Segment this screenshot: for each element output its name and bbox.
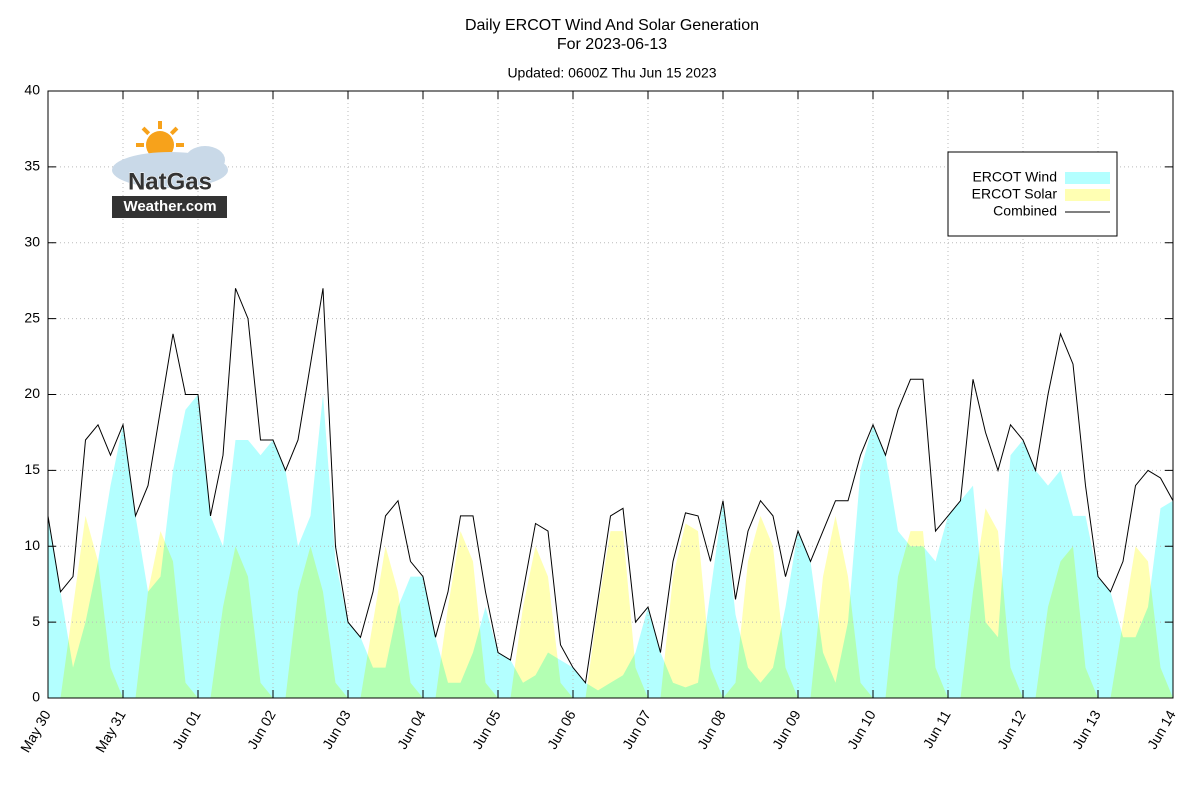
y-tick-label: 10	[24, 537, 40, 553]
plot-frame	[47, 90, 1174, 699]
logo-ray	[169, 126, 179, 136]
logo-sun	[146, 131, 174, 159]
logo-cloud	[185, 146, 225, 174]
chart-title: Daily ERCOT Wind And Solar Generation	[465, 17, 759, 34]
line-2	[47, 288, 1174, 684]
update-note: Updated: 0600Z Thu Jun 15 2023	[507, 65, 716, 81]
chart-subtitle: For 2023-06-13	[557, 36, 667, 53]
y-tick-label: 0	[32, 689, 40, 705]
legend-label: ERCOT Solar	[972, 186, 1058, 202]
legend-swatch	[1065, 172, 1110, 184]
logo-text: NatGas	[128, 168, 212, 195]
y-tick-label: 25	[24, 309, 40, 325]
area-0	[48, 394, 1173, 698]
y-tick-label: 15	[24, 461, 40, 477]
legend-label: Combined	[993, 203, 1057, 219]
y-tick-label: 5	[32, 613, 40, 629]
legend-swatch	[1065, 189, 1110, 201]
area-1	[48, 508, 1173, 698]
y-tick-label: 35	[24, 158, 40, 174]
logo: NatGas Weather.com	[112, 121, 228, 218]
y-tick-label: 30	[24, 233, 40, 249]
logo-ray	[141, 126, 151, 136]
y-tick-label: 40	[24, 82, 40, 98]
logo-text: Weather.com	[123, 198, 216, 215]
legend-label: ERCOT Wind	[972, 169, 1057, 185]
y-tick-label: 20	[24, 385, 40, 401]
logo-band	[112, 196, 227, 218]
